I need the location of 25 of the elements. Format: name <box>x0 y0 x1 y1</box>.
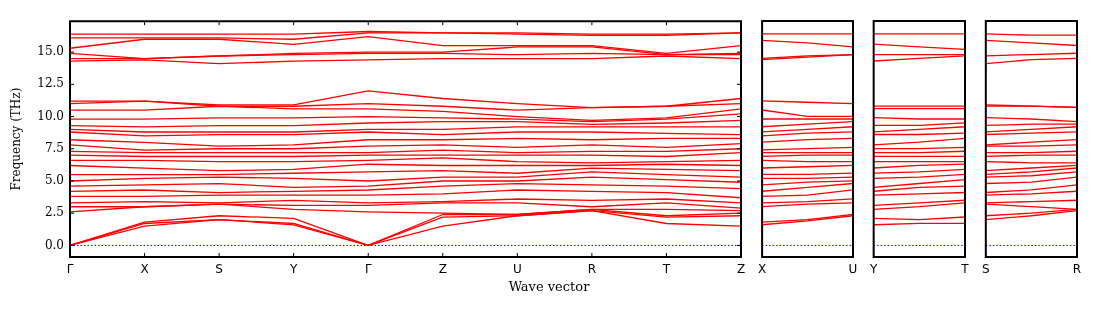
x-tick-label: S <box>215 262 223 277</box>
x-tick-label: Γ <box>364 262 372 277</box>
x-tick-label: T <box>661 262 671 277</box>
x-tick-label: U <box>848 262 858 277</box>
x-tick-label: Y <box>288 262 298 277</box>
y-tick-label: 2.5 <box>44 205 64 220</box>
x-axis-title: Wave vector <box>507 279 591 294</box>
x-tick-label: Z <box>736 262 746 277</box>
y-tick-label: 10.0 <box>37 108 64 123</box>
x-tick-label: X <box>140 262 149 277</box>
x-tick-label: R <box>1072 262 1082 277</box>
x-tick-label: Z <box>438 262 447 277</box>
x-tick-label: U <box>512 262 522 277</box>
x-tick-label: Γ <box>66 262 74 277</box>
y-tick-label: 5.0 <box>44 173 64 188</box>
y-tick-label: 12.5 <box>37 76 64 91</box>
y-tick-label: 15.0 <box>37 44 64 59</box>
y-tick-label: 0.0 <box>44 237 64 252</box>
x-tick-label: R <box>587 262 597 277</box>
y-tick-label: 7.5 <box>44 140 64 155</box>
x-tick-label: Y <box>868 262 878 277</box>
x-tick-label: T <box>960 262 970 277</box>
x-tick-label: S <box>982 262 990 277</box>
x-tick-label: X <box>757 262 767 277</box>
y-axis-title: Frequency (THz) <box>9 87 24 191</box>
